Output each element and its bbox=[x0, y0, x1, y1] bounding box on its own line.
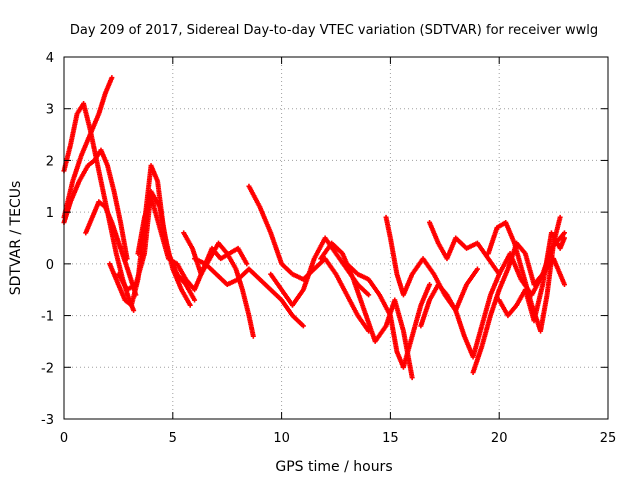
series-track-10 bbox=[246, 183, 372, 334]
data-point bbox=[561, 230, 567, 236]
y-tick-label: 2 bbox=[46, 154, 54, 169]
data-point bbox=[244, 261, 250, 267]
x-tick-label: 15 bbox=[382, 431, 399, 446]
chart-title: Day 209 of 2017, Sidereal Day-to-day VTE… bbox=[70, 23, 598, 38]
series-track-8 bbox=[181, 230, 256, 339]
data-series bbox=[61, 75, 567, 381]
grid-lines bbox=[64, 57, 608, 419]
y-tick-label: 4 bbox=[46, 51, 54, 66]
y-tick-label: 0 bbox=[46, 258, 54, 273]
series-track-13 bbox=[344, 261, 433, 370]
y-tick-label: 1 bbox=[46, 206, 54, 221]
series-track-18 bbox=[485, 214, 563, 334]
y-tick-label: 3 bbox=[46, 103, 54, 118]
axis-ticks bbox=[63, 56, 609, 420]
series-track-19 bbox=[496, 230, 567, 324]
series-track-6 bbox=[115, 188, 198, 303]
axis-tick-labels: 0 5 10 15 20 25 -3 -2 -1 0 1 2 3 4 bbox=[41, 51, 616, 446]
data-point bbox=[561, 235, 567, 241]
plot-frame bbox=[63, 56, 609, 420]
series-track-3 bbox=[61, 147, 130, 262]
data-point bbox=[187, 302, 193, 308]
x-tick-label: 25 bbox=[600, 431, 617, 446]
x-tick-label: 10 bbox=[273, 431, 290, 446]
data-point bbox=[561, 282, 567, 288]
series-track-5 bbox=[107, 163, 193, 308]
x-tick-label: 5 bbox=[169, 431, 177, 446]
series-track-15 bbox=[418, 271, 502, 360]
series-track-4 bbox=[83, 199, 139, 298]
data-point bbox=[557, 214, 563, 220]
y-tick-label: -2 bbox=[41, 361, 54, 376]
y-tick-label: -3 bbox=[41, 413, 54, 428]
y-axis-label: SDTVAR / TECUs bbox=[8, 181, 24, 296]
data-point bbox=[192, 297, 198, 303]
data-point bbox=[427, 282, 433, 288]
y-tick-label: -1 bbox=[41, 310, 54, 325]
x-axis-label: GPS time / hours bbox=[275, 459, 392, 475]
series-track-16 bbox=[427, 219, 567, 298]
series-track-9 bbox=[192, 256, 306, 329]
series-track-7 bbox=[135, 194, 250, 293]
data-point bbox=[109, 75, 115, 81]
data-point bbox=[300, 323, 306, 329]
data-point bbox=[366, 292, 372, 298]
data-point bbox=[409, 375, 415, 381]
data-point bbox=[131, 307, 137, 313]
data-point bbox=[474, 266, 480, 272]
x-tick-label: 20 bbox=[491, 431, 508, 446]
data-point bbox=[250, 333, 256, 339]
x-tick-label: 0 bbox=[60, 431, 68, 446]
